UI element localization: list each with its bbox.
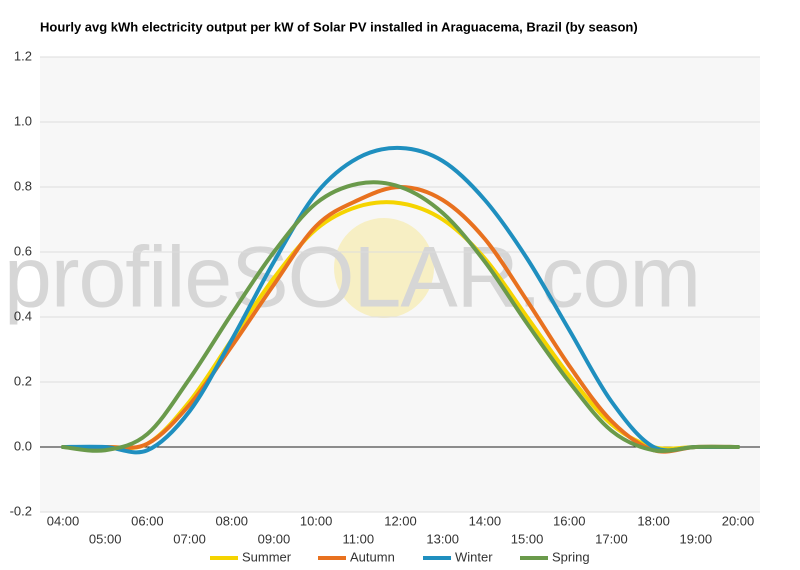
watermark: profileSOLAR.com: [4, 230, 700, 326]
x-tick-label: 17:00: [595, 531, 628, 546]
y-tick-label: 0.6: [14, 243, 32, 258]
x-tick-label: 13:00: [426, 531, 459, 546]
x-tick-label: 12:00: [384, 513, 417, 528]
legend-label: Autumn: [350, 549, 395, 564]
series-line: [61, 180, 740, 453]
y-tick-label: 0.0: [14, 438, 32, 453]
x-tick-label: 08:00: [215, 513, 248, 528]
x-tick-label: 09:00: [258, 531, 291, 546]
y-tick-label: 0.4: [14, 308, 32, 323]
x-tick-label: 10:00: [300, 513, 333, 528]
x-tick-label: 15:00: [511, 531, 544, 546]
x-tick-label: 07:00: [173, 531, 206, 546]
y-tick-label: 0.2: [14, 373, 32, 388]
y-tick-label: 1.2: [14, 48, 32, 63]
y-tick-label: 1.0: [14, 113, 32, 128]
series-line: [61, 145, 740, 455]
y-tick-label: 0.8: [14, 178, 32, 193]
legend-label: Summer: [242, 549, 292, 564]
watermark-sun: [334, 218, 434, 318]
x-tick-label: 05:00: [89, 531, 122, 546]
x-tick-label: 19:00: [680, 531, 713, 546]
y-tick-label: -0.2: [10, 503, 32, 518]
x-tick-label: 04:00: [47, 513, 80, 528]
x-tick-label: 16:00: [553, 513, 586, 528]
x-tick-label: 18:00: [637, 513, 670, 528]
chart-title: Hourly avg kWh electricity output per kW…: [40, 19, 638, 34]
x-tick-label: 11:00: [343, 531, 375, 546]
legend-label: Winter: [455, 549, 493, 564]
legend-label: Spring: [552, 549, 590, 564]
x-tick-label: 20:00: [722, 513, 755, 528]
x-tick-label: 14:00: [469, 513, 502, 528]
x-tick-label: 06:00: [131, 513, 164, 528]
